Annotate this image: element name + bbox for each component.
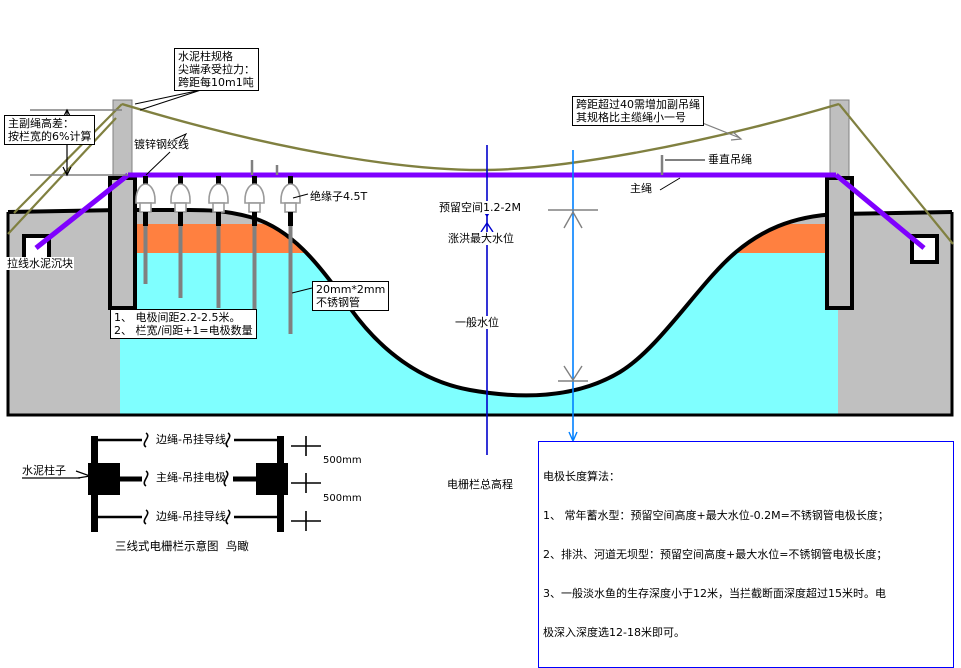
leader-galv-cable bbox=[174, 132, 188, 144]
label-anchor-block: 拉线水泥沉块 bbox=[6, 257, 74, 270]
leader-insulator bbox=[292, 193, 309, 199]
callout-steel-pipe: 20mm*2mm 不锈钢管 bbox=[312, 281, 390, 311]
leader-main-rope bbox=[659, 177, 681, 191]
leader-aux-sling bbox=[699, 121, 741, 139]
ground-outline bbox=[6, 212, 954, 417]
diagram-canvas: 水泥柱规格 尖端承受拉力： 跨距每10m1吨 主副绳高差： 按栏宽的6%计算 镀… bbox=[4, 48, 954, 668]
right-rope-guy bbox=[834, 173, 926, 250]
note-electrode-length: 电极长度算法： 1、 常年蓄水型：预留空间高度+最大水位-0.2M=不锈钢管电极… bbox=[538, 441, 954, 668]
label-normal-level: 一般水位 bbox=[454, 316, 500, 329]
detail-break-2b bbox=[223, 470, 229, 487]
note-title: 电极长度算法： bbox=[543, 470, 620, 483]
detail-row-label-bottom: 边绳-吊挂导线 bbox=[156, 510, 226, 523]
electrode-depth-bot-arrow bbox=[563, 365, 583, 382]
detail-break-1a bbox=[143, 432, 149, 448]
leader-pole-spec bbox=[134, 89, 202, 105]
leader-aux-sling-arrow bbox=[730, 131, 743, 141]
callout-pole-spec: 水泥柱规格 尖端承受拉力： 跨距每10m1吨 bbox=[174, 48, 259, 91]
detail-break-2a bbox=[143, 470, 149, 487]
detail-dim-bottom: 500mm bbox=[323, 493, 362, 504]
insulator-group bbox=[135, 176, 301, 334]
insulator-1 bbox=[135, 176, 156, 284]
galvanized-steel-cable bbox=[121, 102, 840, 172]
callout-aux-sling: 跨距超过40需增加副吊绳 其规格比主缆绳小一号 bbox=[572, 96, 704, 126]
detail-label-pole: 水泥柱子 bbox=[22, 464, 66, 477]
note-line-1: 1、 常年蓄水型：预留空间高度+最大水位-0.2M=不锈钢管电极长度； bbox=[543, 509, 889, 522]
label-total-elevation: 电栅栏总高程 bbox=[447, 478, 513, 491]
leader-galv-cable-2 bbox=[145, 151, 171, 176]
label-main-rope: 主绳 bbox=[630, 182, 652, 195]
detail-break-1b bbox=[225, 432, 231, 448]
right-pole-lower bbox=[825, 176, 854, 310]
dim-arrow-down bbox=[62, 166, 72, 177]
detail-break-3b bbox=[225, 509, 231, 525]
diagram-graphics bbox=[6, 89, 954, 532]
left-rope-guy bbox=[34, 173, 130, 250]
label-flood-level: 涨洪最大水位 bbox=[447, 232, 515, 245]
detail-row-label-top: 边绳-吊挂导线 bbox=[156, 433, 226, 446]
label-vertical-sling: 垂直吊绳 bbox=[708, 153, 752, 166]
left-stay-cable-lower bbox=[7, 117, 117, 235]
left-stay-cable bbox=[13, 103, 123, 214]
leader-steel-pipe bbox=[291, 287, 313, 294]
left-pole-lower bbox=[108, 176, 137, 310]
note-line-4: 极深入深度选12-18米即可。 bbox=[543, 626, 685, 639]
detail-dim-ticks bbox=[291, 436, 321, 531]
detail-caption: 三线式电栅栏示意图 鸟瞰 bbox=[115, 539, 249, 553]
detail-row-label-mid: 主绳-吊挂电极 bbox=[156, 471, 226, 484]
note-line-3: 3、一般淡水鱼的生存深度小于12米，当拦截断面深度超过15米时。电 bbox=[543, 587, 886, 600]
label-insulator: 绝缘子4.5T bbox=[310, 190, 368, 203]
insulator-3 bbox=[208, 176, 229, 308]
label-galvanized-cable: 镀锌钢绞线 bbox=[134, 138, 189, 151]
insulator-4 bbox=[244, 176, 265, 322]
right-stay-cable bbox=[838, 103, 954, 245]
total-elev-arrow-up bbox=[480, 221, 494, 233]
leader-pole-spec-2 bbox=[139, 89, 202, 111]
insulator-2 bbox=[170, 176, 191, 298]
label-reserved-space: 预留空间1.2-2M bbox=[438, 201, 522, 214]
insulator-5 bbox=[280, 176, 301, 334]
detail-dim-top: 500mm bbox=[323, 455, 362, 466]
electrode-depth-top-arrow bbox=[563, 210, 583, 229]
leader-detail-pole bbox=[75, 470, 93, 479]
note-line-2: 2、排洪、河道无坝型：预留空间高度+最大水位=不锈钢管电极长度； bbox=[543, 548, 888, 561]
callout-electrode-notes: 1、 电极间距2.2-2.5米。 2、 栏宽/间距+1=电极数量 bbox=[110, 309, 257, 339]
detail-break-3a bbox=[143, 509, 149, 525]
callout-rope-height-diff: 主副绳高差： 按栏宽的6%计算 bbox=[4, 115, 96, 145]
